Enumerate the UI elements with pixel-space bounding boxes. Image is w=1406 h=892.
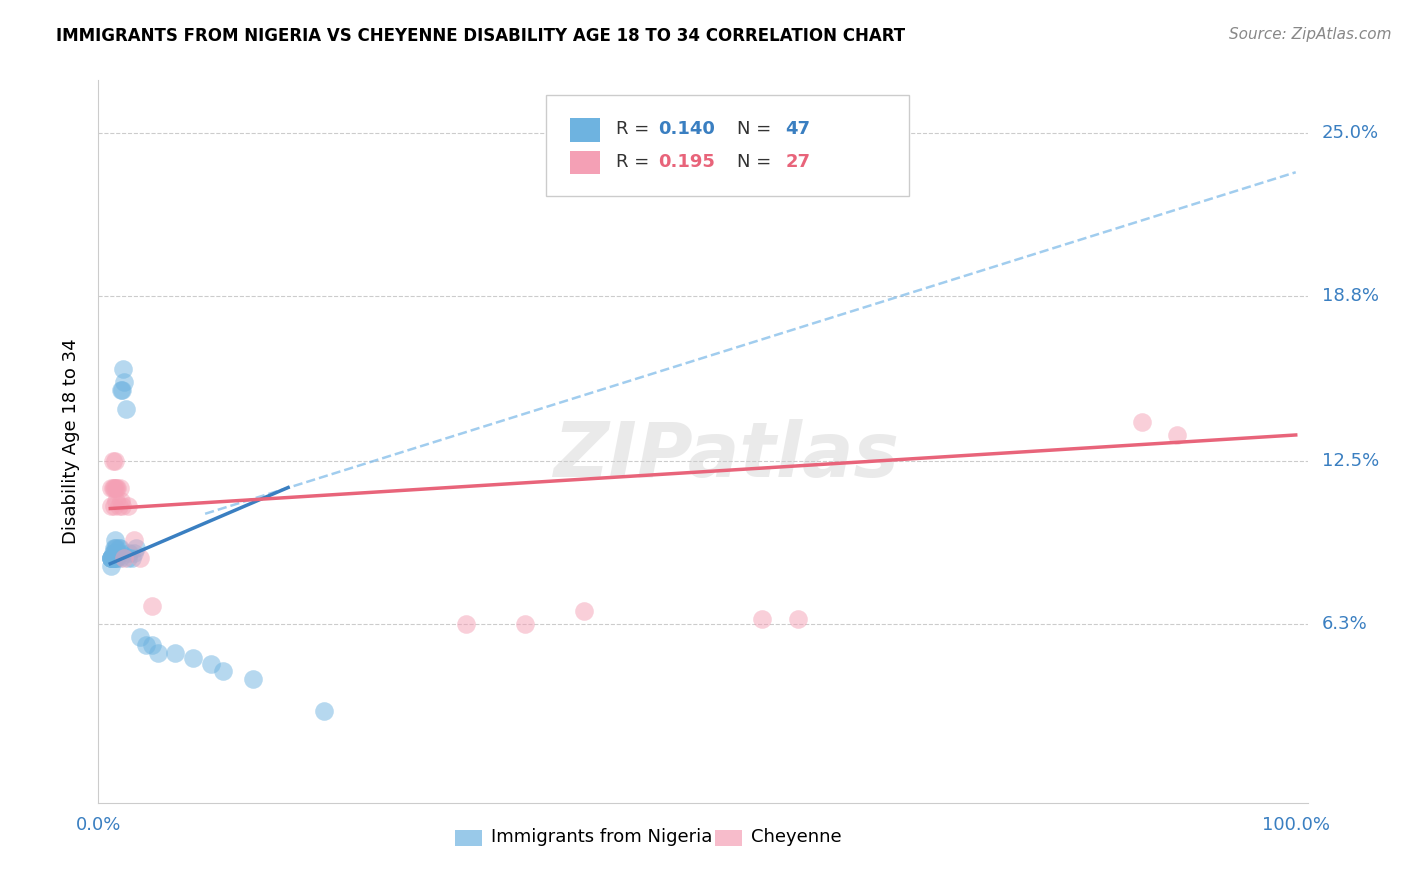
Point	[107, 499, 129, 513]
Text: N =: N =	[737, 153, 778, 171]
Point	[117, 551, 139, 566]
Text: Source: ZipAtlas.com: Source: ZipAtlas.com	[1229, 27, 1392, 42]
Text: 12.5%: 12.5%	[1322, 452, 1379, 470]
Point	[786, 612, 808, 626]
FancyBboxPatch shape	[456, 830, 482, 847]
Point	[101, 546, 124, 560]
Point	[104, 551, 127, 566]
Point	[105, 481, 128, 495]
Text: 0.0%: 0.0%	[76, 816, 121, 834]
Point	[165, 646, 187, 660]
Point	[212, 665, 235, 679]
Point	[105, 481, 128, 495]
Point	[101, 551, 124, 566]
Point	[141, 599, 163, 613]
Point	[111, 384, 134, 398]
Point	[100, 481, 122, 495]
Point	[574, 604, 596, 618]
Point	[110, 384, 132, 398]
Point	[100, 559, 122, 574]
Text: 0.195: 0.195	[658, 153, 716, 171]
Point	[141, 638, 163, 652]
Point	[454, 617, 477, 632]
Text: N =: N =	[737, 120, 778, 138]
Text: 100.0%: 100.0%	[1261, 816, 1330, 834]
Point	[103, 499, 125, 513]
Point	[104, 481, 127, 495]
Point	[122, 533, 145, 547]
Point	[181, 651, 204, 665]
Point	[100, 551, 122, 566]
Text: 25.0%: 25.0%	[1322, 124, 1379, 142]
Point	[146, 646, 169, 660]
Point	[114, 376, 136, 390]
Point	[118, 546, 141, 560]
Point	[242, 673, 264, 687]
Point	[117, 499, 139, 513]
Point	[101, 481, 124, 495]
Point	[101, 551, 124, 566]
FancyBboxPatch shape	[546, 95, 908, 196]
Point	[122, 546, 145, 560]
Text: Cheyenne: Cheyenne	[751, 829, 842, 847]
Point	[104, 533, 127, 547]
Text: 18.8%: 18.8%	[1322, 286, 1379, 305]
Text: Immigrants from Nigeria: Immigrants from Nigeria	[492, 829, 713, 847]
Point	[125, 541, 148, 555]
Text: R =: R =	[616, 120, 655, 138]
Point	[108, 551, 131, 566]
Point	[103, 551, 125, 566]
Point	[114, 401, 136, 416]
Point	[105, 541, 128, 555]
Text: IMMIGRANTS FROM NIGERIA VS CHEYENNE DISABILITY AGE 18 TO 34 CORRELATION CHART: IMMIGRANTS FROM NIGERIA VS CHEYENNE DISA…	[56, 27, 905, 45]
Point	[105, 493, 128, 508]
Point	[105, 551, 128, 566]
Point	[103, 546, 125, 560]
Point	[103, 481, 125, 495]
Point	[100, 551, 122, 566]
Point	[101, 454, 124, 468]
Point	[1130, 415, 1153, 429]
Point	[105, 546, 128, 560]
Point	[105, 551, 128, 566]
Point	[105, 546, 128, 560]
Point	[100, 551, 122, 566]
FancyBboxPatch shape	[569, 119, 600, 142]
Text: ZIPatlas: ZIPatlas	[554, 419, 900, 493]
Y-axis label: Disability Age 18 to 34: Disability Age 18 to 34	[62, 339, 80, 544]
Point	[112, 362, 135, 376]
Point	[103, 551, 125, 566]
Point	[100, 551, 122, 566]
Text: 27: 27	[785, 153, 810, 171]
Point	[312, 704, 335, 718]
Text: 6.3%: 6.3%	[1322, 615, 1368, 633]
Point	[107, 541, 129, 555]
Point	[108, 541, 131, 555]
Point	[101, 551, 124, 566]
Point	[100, 499, 122, 513]
Point	[111, 499, 134, 513]
Point	[121, 551, 143, 566]
Point	[515, 617, 537, 632]
Text: 0.140: 0.140	[658, 120, 716, 138]
Point	[129, 630, 152, 644]
Point	[135, 638, 157, 652]
Point	[107, 546, 129, 560]
Point	[103, 541, 125, 555]
Point	[104, 454, 127, 468]
Point	[110, 493, 132, 508]
Point	[751, 612, 773, 626]
Point	[101, 551, 124, 566]
Point	[200, 657, 222, 671]
Text: 47: 47	[785, 120, 810, 138]
FancyBboxPatch shape	[716, 830, 742, 847]
Point	[100, 551, 122, 566]
Point	[114, 551, 136, 566]
Point	[104, 541, 127, 555]
FancyBboxPatch shape	[569, 151, 600, 174]
Point	[1166, 428, 1188, 442]
Text: R =: R =	[616, 153, 655, 171]
Point	[129, 551, 152, 566]
Point	[108, 481, 131, 495]
